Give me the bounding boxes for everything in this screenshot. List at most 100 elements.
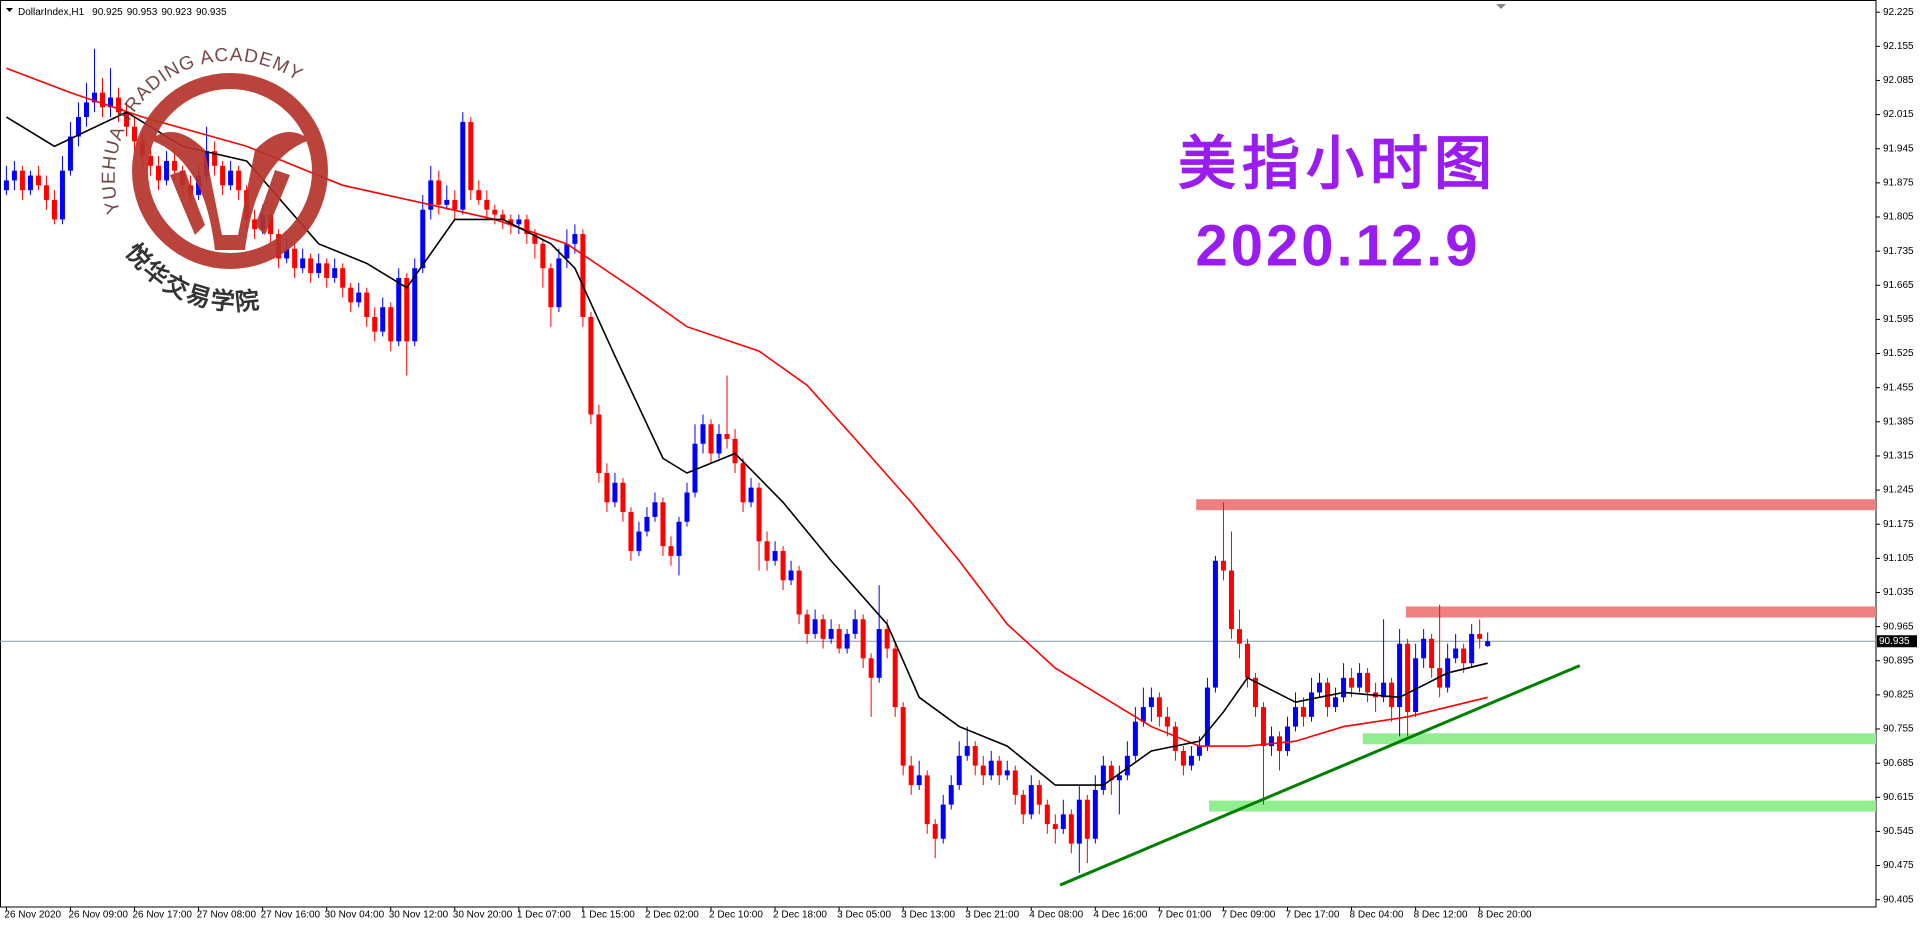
candle-body — [740, 463, 746, 503]
y-tick-label: 92.155 — [1883, 41, 1914, 52]
candle-body — [524, 219, 530, 235]
candle-body — [508, 219, 514, 225]
candle-body — [364, 292, 370, 317]
candle-body — [804, 614, 810, 634]
candle-body — [1204, 687, 1210, 747]
y-tick-label: 91.175 — [1883, 519, 1914, 530]
candle-body — [692, 443, 698, 493]
y-tick-label: 91.035 — [1883, 587, 1914, 598]
candle-body — [972, 746, 978, 766]
candle-body — [876, 629, 882, 678]
y-tick-label: 91.385 — [1883, 416, 1914, 427]
candle-body — [1284, 726, 1290, 751]
x-tick-label: 26 Nov 09:00 — [68, 910, 128, 921]
x-tick-label: 4 Dec 16:00 — [1093, 910, 1147, 921]
x-tick-label: 1 Dec 15:00 — [581, 910, 635, 921]
candle-body — [1052, 824, 1058, 829]
header-open: 90.925 — [92, 7, 123, 18]
candle-body — [644, 516, 650, 532]
x-tick-label: 3 Dec 05:00 — [837, 910, 891, 921]
x-tick-label: 3 Dec 13:00 — [901, 910, 955, 921]
candle-body — [1397, 643, 1403, 708]
current-price-box — [1877, 635, 1917, 648]
candle-body — [396, 277, 402, 342]
candle-body — [1485, 641, 1491, 647]
title: 美指小时图 — [1178, 131, 1498, 196]
candle-body — [516, 219, 522, 225]
y-tick-label: 91.455 — [1883, 382, 1914, 393]
candle-body — [1381, 682, 1387, 698]
candle-body — [132, 126, 138, 142]
candle-body — [1148, 697, 1154, 708]
x-tick-label: 7 Dec 09:00 — [1221, 910, 1275, 921]
candle-body — [1429, 638, 1435, 669]
candle-body — [764, 541, 770, 561]
candle-body — [1020, 794, 1026, 815]
candle-body — [1301, 707, 1307, 717]
candle-body — [500, 214, 506, 220]
candle-body — [172, 160, 178, 171]
candle-body — [604, 473, 610, 503]
candle-body — [75, 117, 81, 137]
candle-body — [532, 234, 538, 244]
candle-body — [1236, 629, 1242, 644]
candle-body — [99, 92, 105, 108]
candle-body — [812, 619, 818, 634]
candle-body — [468, 121, 474, 191]
candle-body — [732, 438, 738, 464]
header-arrow — [6, 8, 13, 12]
candle-body — [700, 424, 706, 444]
candle-body — [980, 765, 986, 776]
candle-body — [1044, 804, 1050, 825]
y-tick-label: 91.735 — [1883, 246, 1914, 257]
y-tick-label: 90.965 — [1883, 621, 1914, 632]
candle-body — [748, 487, 754, 503]
candle-body — [1405, 643, 1411, 712]
candle-body — [19, 170, 25, 191]
candle-body — [444, 199, 450, 205]
header-low: 90.923 — [161, 7, 192, 18]
candle-body — [1413, 658, 1419, 712]
candle-body — [996, 760, 1002, 776]
candle-body — [83, 102, 89, 118]
x-tick-label: 8 Dec 04:00 — [1350, 910, 1404, 921]
candle-body — [1309, 692, 1315, 717]
candle-body — [268, 214, 274, 235]
candle-body — [828, 629, 834, 639]
candle-body — [1357, 672, 1363, 688]
candle-body — [1389, 682, 1395, 708]
candle-body — [916, 775, 922, 786]
candle-body — [612, 482, 618, 503]
candle-body — [43, 185, 49, 200]
candle-body — [932, 824, 938, 839]
y-tick-label: 92.015 — [1883, 109, 1914, 120]
x-tick-label: 26 Nov 2020 — [4, 910, 61, 921]
candle-body — [388, 307, 394, 342]
candle-body — [1228, 570, 1234, 630]
candle-body — [684, 492, 690, 522]
candle-body — [212, 151, 218, 166]
y-tick-label: 91.105 — [1883, 553, 1914, 564]
candle-body — [820, 619, 826, 639]
header: DollarIndex,H1 90.925 90.953 90.923 90.935 — [6, 7, 227, 18]
y-tick-label: 90.685 — [1883, 758, 1914, 769]
candle-body — [852, 619, 858, 634]
candle-body — [1180, 750, 1186, 766]
candle-body — [1196, 746, 1202, 756]
y-tick-label: 91.245 — [1883, 485, 1914, 496]
candle-body — [1028, 785, 1034, 815]
x-tick-label: 2 Dec 02:00 — [645, 910, 699, 921]
y-tick-label: 91.315 — [1883, 451, 1914, 462]
symbol: DollarIndex,H1 — [18, 7, 85, 18]
candle-body — [116, 97, 122, 113]
y-tick-label: 90.405 — [1883, 894, 1914, 905]
candle-body — [956, 755, 962, 786]
candle-body — [868, 658, 874, 678]
candle-body — [452, 199, 458, 210]
candle-body — [676, 521, 682, 556]
y-tick-label: 91.595 — [1883, 314, 1914, 325]
candle-body — [588, 316, 594, 415]
candle-body — [1349, 677, 1355, 688]
